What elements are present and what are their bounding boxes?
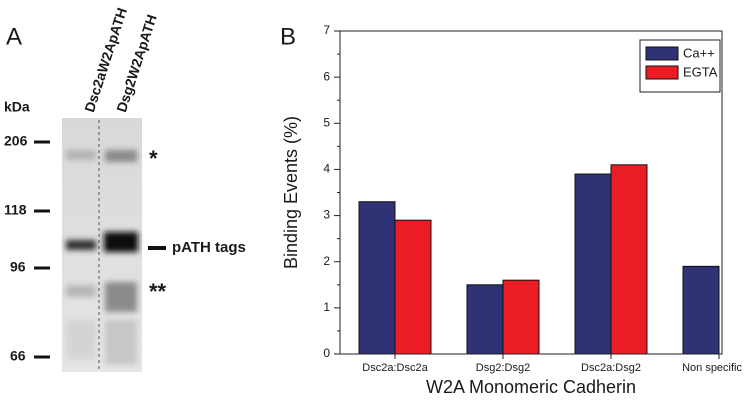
bar	[466, 284, 504, 355]
y-tick-label: 0	[323, 346, 330, 360]
x-tick-label: Dsc2a:Dsc2a	[362, 362, 428, 374]
panel-label: B	[280, 23, 296, 50]
gel-panel: A kDa 206 118 96 66 Dsc2aW2ApATH Dsg2W2A…	[4, 6, 246, 372]
marker-label: 118	[4, 202, 27, 218]
legend-label: Ca++	[683, 45, 715, 60]
y-axis-label: Binding Events (%)	[281, 116, 301, 269]
bar	[502, 279, 540, 355]
legend-swatch	[645, 46, 679, 61]
bar	[610, 164, 648, 355]
gel-bands	[66, 150, 138, 365]
marker-label: 206	[4, 133, 28, 149]
y-tick-label: 3	[323, 208, 330, 222]
plot-frame	[339, 30, 723, 355]
x-tick-label: Non specific	[682, 362, 742, 374]
bar	[682, 265, 720, 355]
y-tick-label: 7	[323, 23, 330, 37]
bar-chart: B 0 1 2 3 4 5 6 7 Dsc2a:Dsc2a Dsg2:Dsg2 Dsc2a:Dsg2…	[280, 23, 742, 397]
annotation: pATH tags	[172, 239, 246, 256]
marker-label: 66	[10, 348, 26, 364]
legend-swatch	[645, 65, 679, 80]
annotation: *	[149, 146, 158, 171]
bar	[394, 219, 432, 355]
unit-label: kDa	[4, 99, 30, 115]
y-tick-label: 2	[323, 254, 330, 268]
y-tick-label: 6	[323, 69, 330, 83]
y-tick-label: 4	[323, 162, 330, 176]
y-tick-label: 1	[323, 300, 330, 314]
annotation: **	[149, 279, 167, 304]
x-tick-label: Dsc2a:Dsg2	[581, 362, 641, 374]
panel-label: A	[6, 23, 22, 50]
bar	[358, 201, 396, 355]
x-tick-label: Dsg2:Dsg2	[476, 362, 530, 374]
marker-label: 96	[10, 259, 26, 275]
x-axis-label: W2A Monomeric Cadherin	[426, 377, 636, 397]
bar	[574, 173, 612, 355]
legend-label: EGTA	[683, 64, 718, 79]
y-tick-label: 5	[323, 115, 330, 129]
